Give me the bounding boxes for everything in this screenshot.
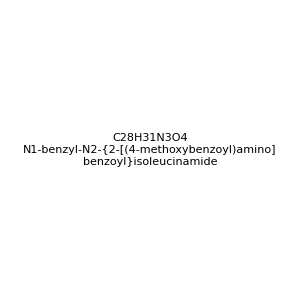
Text: C28H31N3O4
N1-benzyl-N2-{2-[(4-methoxybenzoyl)amino]
benzoyl}isoleucinamide: C28H31N3O4 N1-benzyl-N2-{2-[(4-methoxybe… <box>23 134 277 166</box>
